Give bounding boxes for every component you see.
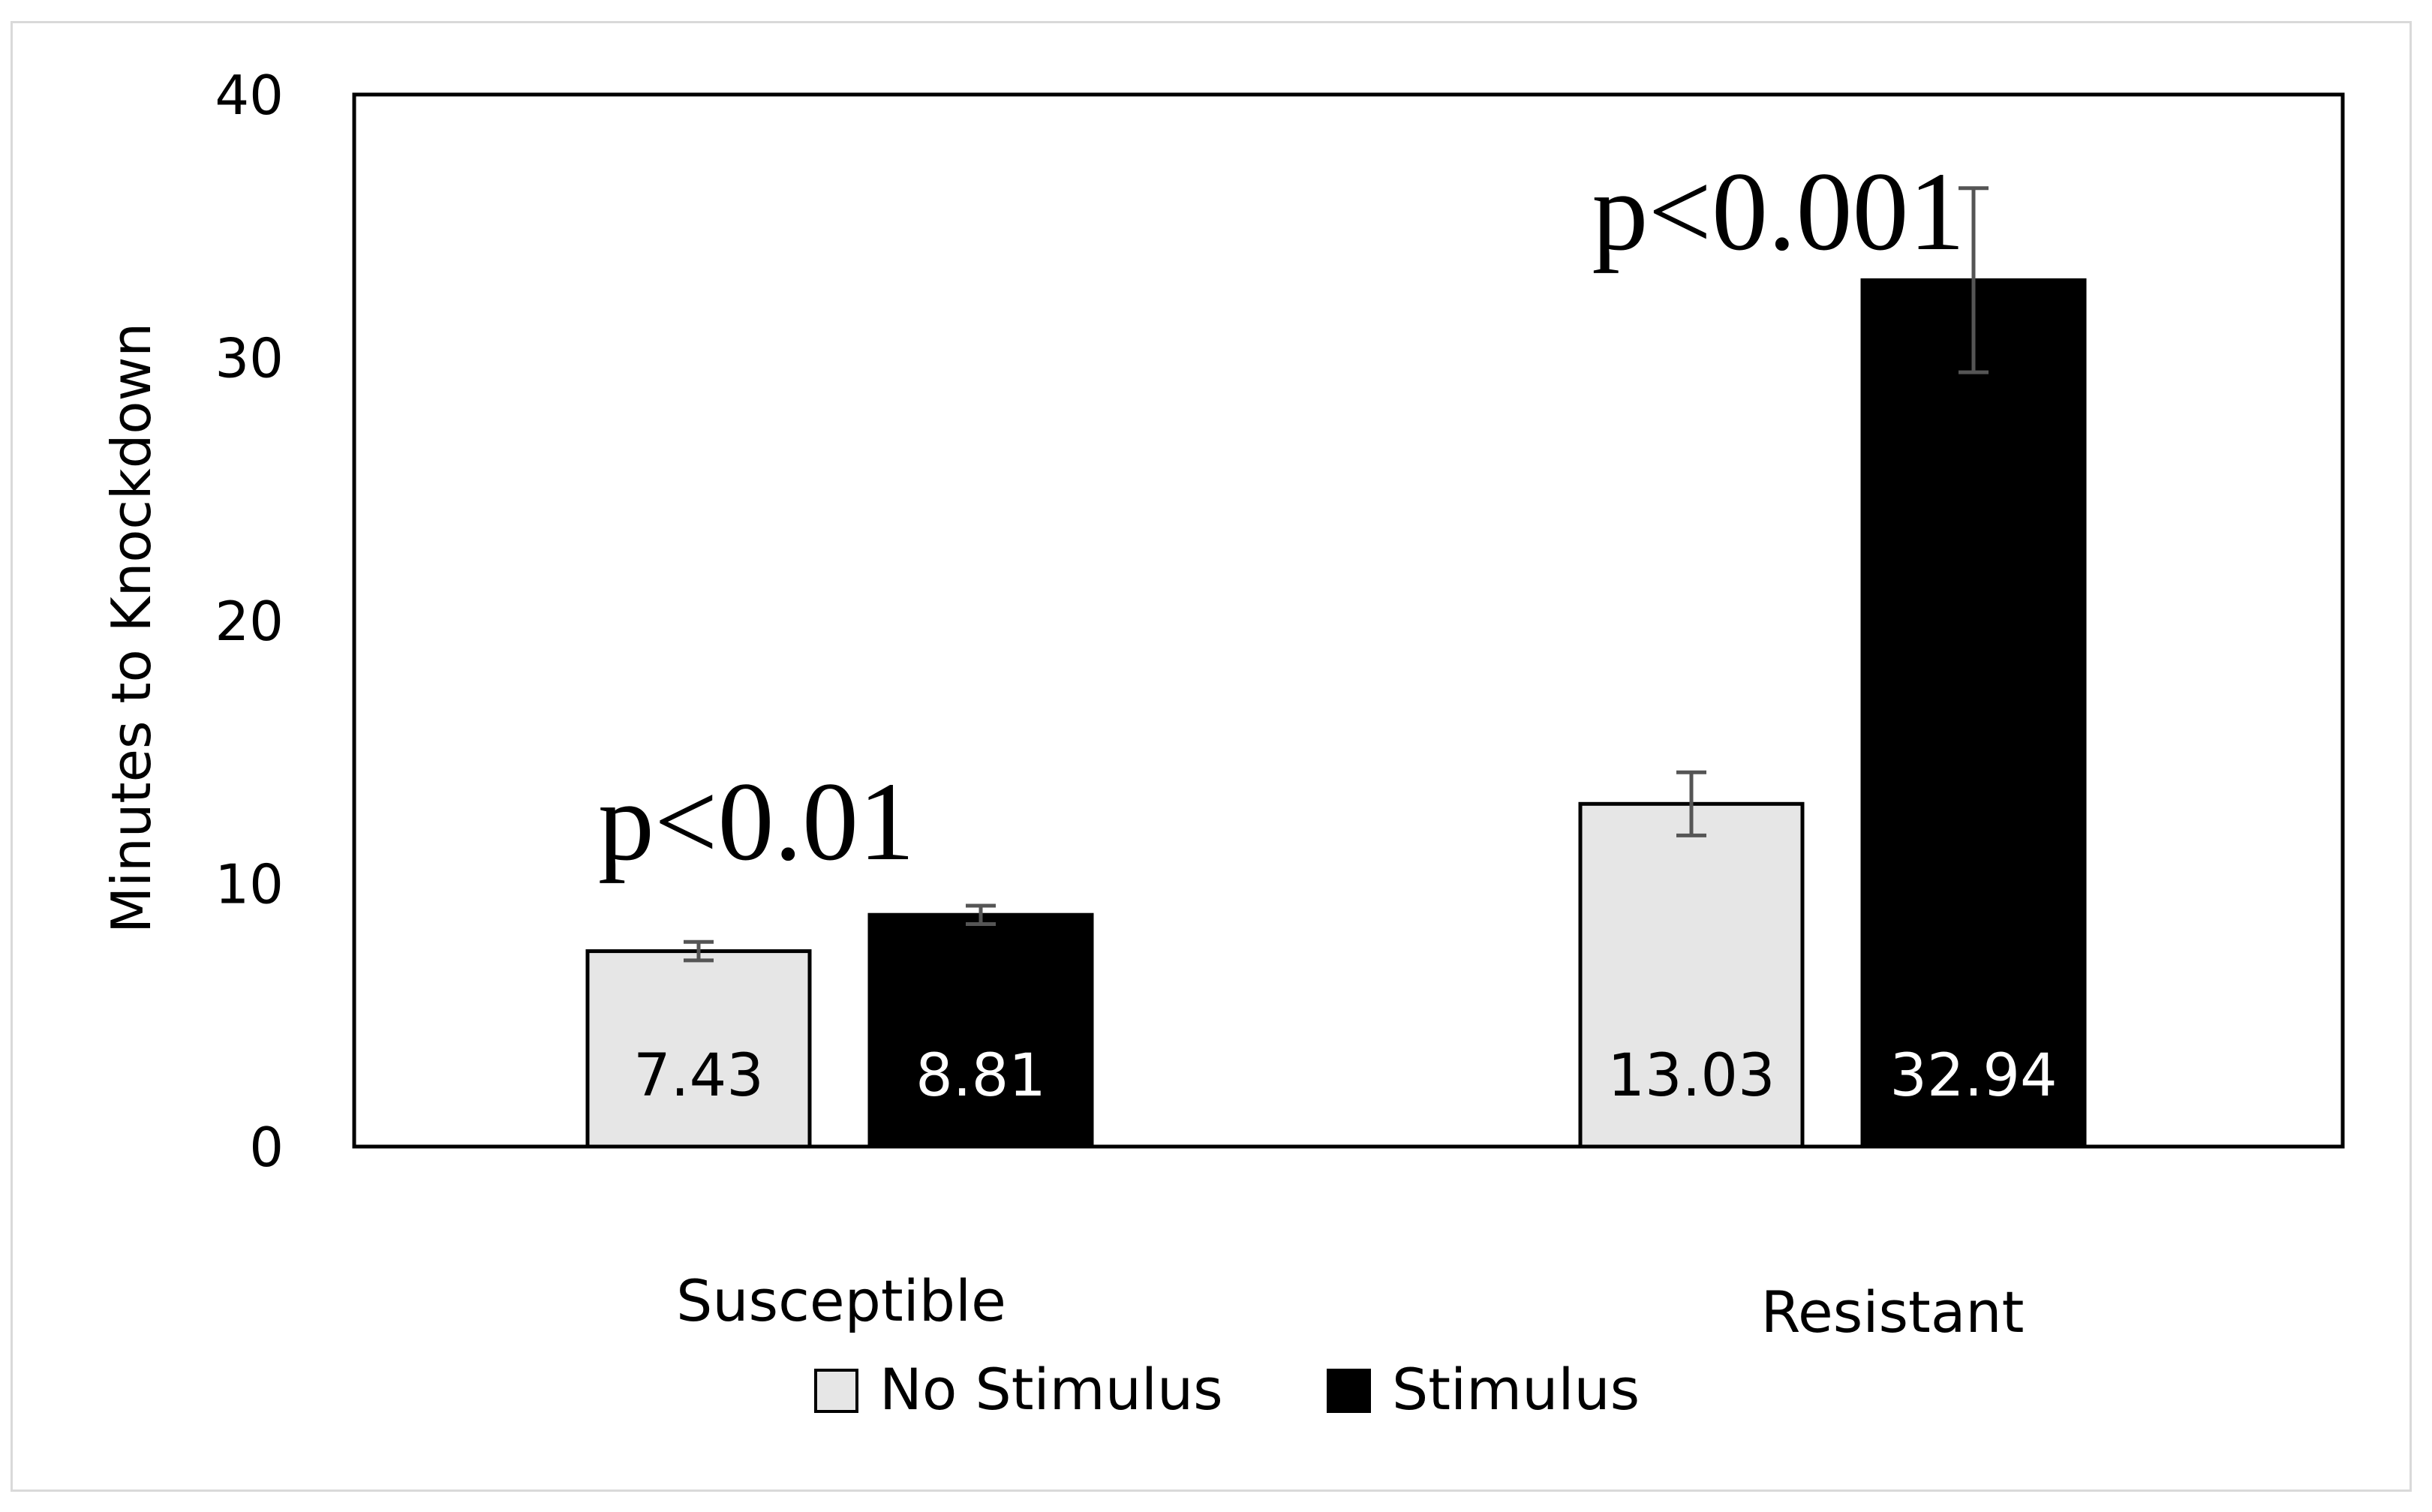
category-label: Resistant [1761,1279,2025,1345]
p-value-annotations: p<0.01 p<0.001 [598,149,1965,884]
bar [867,912,1094,1149]
bars [585,278,2087,1149]
y-tick-label: 40 [215,64,284,127]
data-label: 8.81 [915,1042,1046,1110]
error-bar [684,939,714,963]
y-tick-label: 20 [215,590,284,653]
legend: No Stimulus Stimulus [814,1356,1640,1423]
data-labels: 7.43 8.81 13.03 32.94 [633,1042,2057,1110]
legend-label: Stimulus [1392,1356,1640,1423]
error-bar [966,903,996,926]
error-bars [684,186,1989,963]
bar [585,949,812,1149]
data-label: 7.43 [633,1042,764,1110]
p-value-annotation: p<0.001 [1592,149,1965,274]
legend-item: No Stimulus [814,1356,1223,1423]
error-bar [1959,186,1989,374]
legend-label: No Stimulus [879,1356,1223,1423]
legend-swatch [814,1369,858,1413]
p-value-annotation: p<0.01 [598,759,915,884]
y-tick-label: 30 [215,327,284,390]
plot-area-border [352,92,2345,1149]
bar [1860,278,2087,1149]
y-tick-label: 10 [215,853,284,916]
category-label: Susceptible [676,1267,1006,1334]
error-bar [1676,770,1706,837]
legend-item: Stimulus [1327,1356,1640,1423]
y-tick-label: 0 [249,1116,284,1179]
x-axis-categories: Susceptible Resistant [676,1267,2024,1345]
y-axis-label: Minutes to Knockdown [100,323,163,933]
data-label: 13.03 [1607,1042,1775,1110]
y-axis-ticks: 0 10 20 30 40 [215,64,284,1179]
legend-swatch [1327,1369,1371,1413]
data-label: 32.94 [1889,1042,2057,1110]
